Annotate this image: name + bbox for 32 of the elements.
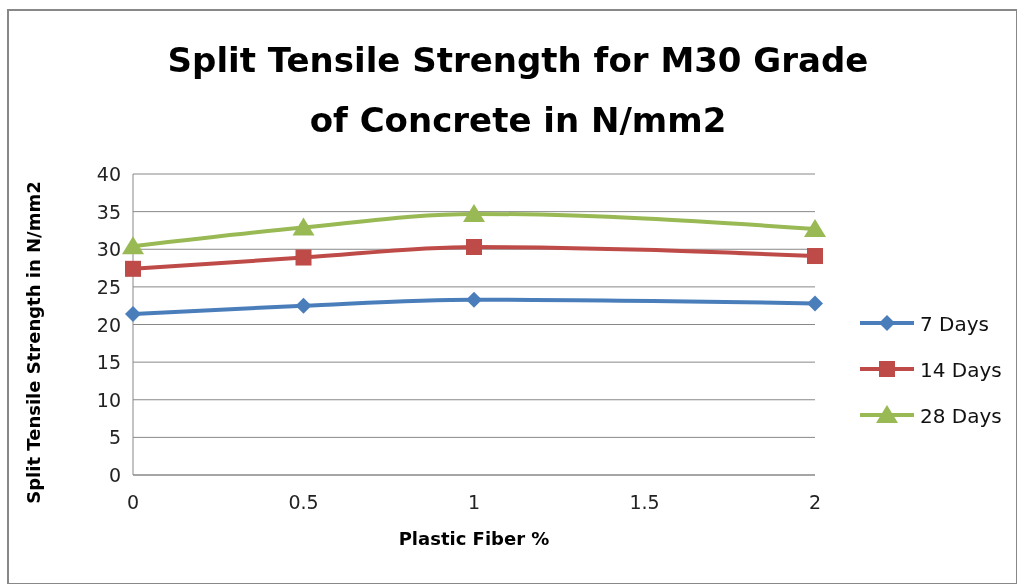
x-tick-label: 1.5	[629, 491, 660, 513]
y-tick-label: 5	[108, 426, 121, 449]
x-tick-label: 0.5	[288, 491, 319, 513]
y-tick-label: 10	[96, 388, 121, 411]
y-tick-label: 20	[96, 313, 121, 336]
y-tick-label: 25	[96, 275, 121, 298]
point	[807, 248, 823, 265]
y-tick-label: 15	[96, 351, 121, 374]
legend-label: 28 Days	[920, 404, 1002, 428]
chart-title: Split Tensile Strength for M30 Grade of Concrete in N/mm2	[167, 40, 869, 140]
point	[295, 297, 312, 314]
legend-label: 7 Days	[920, 312, 989, 336]
point	[125, 260, 141, 277]
x-tick-label: 0	[126, 491, 140, 513]
point	[807, 295, 823, 312]
point	[804, 218, 826, 237]
y-tick-label: 40	[96, 163, 121, 185]
legend-label: 14 Days	[920, 358, 1002, 382]
point	[292, 217, 315, 236]
y-tick-label: 0	[108, 464, 121, 486]
point	[466, 291, 482, 308]
point	[125, 305, 141, 322]
x-tick-label: 2	[808, 491, 822, 513]
y-tick-label: 35	[96, 200, 121, 223]
y-tick-label: 30	[96, 238, 121, 261]
x-tick-label: 1	[467, 491, 481, 513]
x-axis-title: Plastic Fiber %	[398, 528, 550, 549]
y-axis-title: Split Tensile Strength in N/mm2	[23, 181, 44, 504]
point	[122, 236, 144, 255]
point	[463, 203, 485, 222]
point	[466, 238, 482, 255]
point	[295, 249, 312, 266]
